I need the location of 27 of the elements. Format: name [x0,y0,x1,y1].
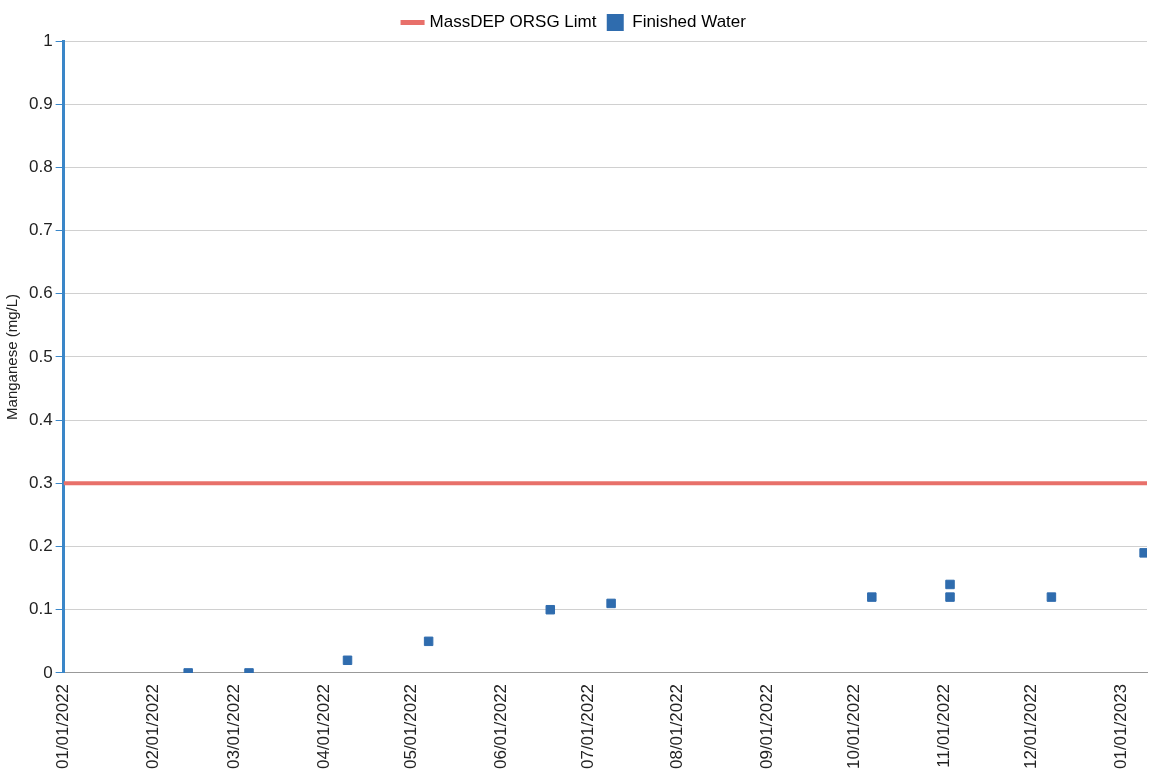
y-tick-label: 0.8 [28,157,53,177]
x-tick-label: 12/01/2022 [1020,683,1040,770]
legend-label: Finished Water [632,12,747,32]
y-axis-title: Manganese (mg/L) [3,294,21,420]
x-tick-label: 01/01/2022 [53,683,73,770]
x-tick-label: 10/01/2022 [844,683,864,770]
x-tick-label: 05/01/2022 [400,683,420,770]
legend-label: MassDEP ORSG Limt [429,12,597,32]
y-tick-label: 0.2 [28,536,53,556]
x-tick-label: 09/01/2022 [757,683,777,770]
y-tick-label: 0.6 [28,283,53,303]
y-tick-label: 0 [43,662,53,682]
y-tick-label: 0.9 [28,93,53,113]
x-tick-label: 07/01/2022 [577,683,597,770]
x-tick-label: 02/01/2022 [143,683,163,770]
y-tick-label: 0.4 [28,409,53,429]
y-tick-label: 0.1 [28,599,53,619]
x-tick-label: 04/01/2022 [314,683,334,770]
x-tick-label: 11/01/2022 [933,683,953,768]
x-tick-label: 08/01/2022 [667,683,687,770]
y-tick-label: 0.5 [28,346,53,366]
y-tick-label: 0.3 [28,473,53,493]
y-tick-label: 1 [43,30,53,50]
y-tick-label: 0.7 [28,220,53,240]
x-tick-label: 03/01/2022 [224,683,244,770]
x-tick-label: 01/01/2023 [1110,683,1130,770]
x-tick-label: 06/01/2022 [490,683,510,770]
